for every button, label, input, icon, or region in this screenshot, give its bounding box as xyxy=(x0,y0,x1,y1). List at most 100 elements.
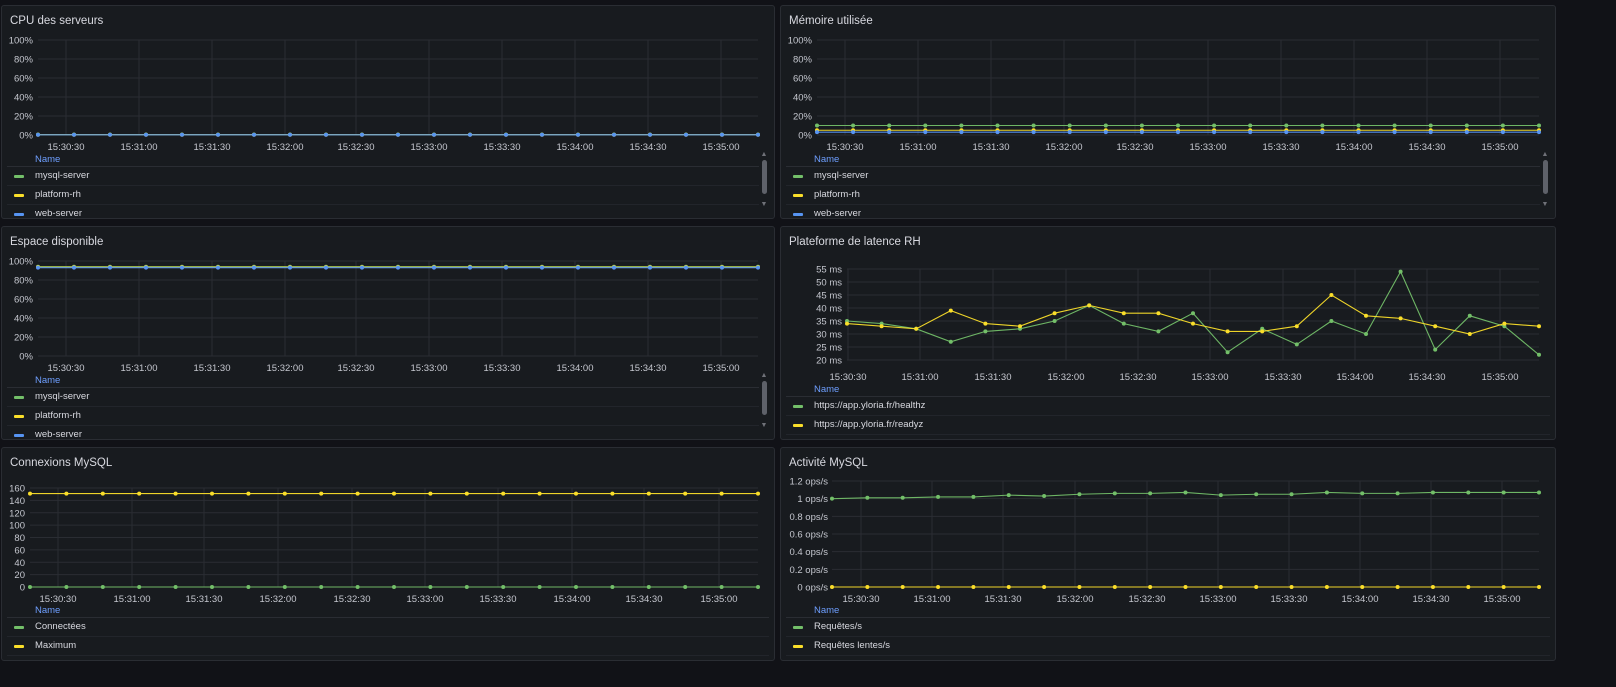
data-point xyxy=(1466,490,1471,495)
legend-scrollbar[interactable]: ▲ ▼ xyxy=(1540,151,1550,209)
scroll-down-icon[interactable]: ▼ xyxy=(1541,201,1549,208)
scroll-up-icon[interactable]: ▲ xyxy=(760,151,768,158)
data-point xyxy=(396,132,400,137)
data-point xyxy=(1067,130,1072,135)
data-point xyxy=(144,132,148,137)
data-point xyxy=(1464,123,1469,128)
legend-item[interactable]: platform-rh xyxy=(7,407,759,426)
x-tick-label: 15:32:00 xyxy=(260,594,297,605)
legend-header[interactable]: Name xyxy=(7,153,759,167)
x-tick-label: 15:34:30 xyxy=(626,594,663,605)
data-point xyxy=(936,585,941,589)
legend-header[interactable]: Name xyxy=(786,604,1550,618)
panel-title: CPU des serveurs xyxy=(10,15,104,27)
scroll-down-icon[interactable]: ▼ xyxy=(760,201,768,208)
legend-scrollbar[interactable]: ▲ ▼ xyxy=(759,372,769,430)
legend-item[interactable]: platform-rh xyxy=(786,186,1540,205)
legend-item[interactable]: mysql-server xyxy=(7,167,759,186)
legend-item[interactable]: web-server xyxy=(7,205,759,218)
x-tick-label: 15:31:00 xyxy=(121,363,158,374)
legend-header[interactable]: Name xyxy=(786,383,1550,397)
y-tick-label: 55 ms xyxy=(816,265,842,276)
legend-header[interactable]: Name xyxy=(7,604,769,618)
data-point xyxy=(464,491,469,496)
x-tick-label: 15:34:00 xyxy=(1342,594,1379,605)
y-tick-label: 40% xyxy=(793,93,813,104)
data-point xyxy=(830,496,834,501)
x-tick-label: 15:32:30 xyxy=(1120,372,1157,383)
data-point xyxy=(851,123,856,128)
data-point xyxy=(887,123,892,128)
legend-item[interactable]: mysql-server xyxy=(7,388,759,407)
data-point xyxy=(865,495,870,500)
legend-header[interactable]: Name xyxy=(786,153,1540,167)
scroll-down-icon[interactable]: ▼ xyxy=(760,422,768,429)
data-point xyxy=(1112,491,1117,496)
data-point xyxy=(1031,130,1036,135)
data-point xyxy=(392,585,396,589)
data-point xyxy=(282,585,287,589)
legend-item[interactable]: mysql-server xyxy=(786,167,1540,186)
data-point xyxy=(1430,490,1435,495)
x-tick-label: 15:30:30 xyxy=(48,142,85,153)
data-point xyxy=(900,495,905,500)
scroll-up-icon[interactable]: ▲ xyxy=(760,372,768,379)
data-point xyxy=(1052,319,1057,323)
data-point xyxy=(173,491,178,496)
data-point xyxy=(100,585,105,589)
chart-latency: 55 ms 50 ms 45 ms 40 ms 35 ms 30 ms 25 ms 20 ms… xyxy=(816,265,1541,383)
data-point xyxy=(137,585,142,589)
legend-item[interactable]: platform-rh xyxy=(7,186,759,205)
scroll-thumb[interactable] xyxy=(762,381,767,415)
legend-item[interactable]: Requêtes/s xyxy=(786,618,1550,637)
data-point xyxy=(210,585,214,589)
data-point xyxy=(173,585,178,589)
data-point xyxy=(1320,123,1325,128)
data-point xyxy=(914,326,919,331)
data-point xyxy=(432,132,436,137)
x-tick-label: 15:31:00 xyxy=(121,142,158,153)
data-point xyxy=(72,132,76,137)
scroll-up-icon[interactable]: ▲ xyxy=(1541,151,1549,158)
legend-item[interactable]: web-server xyxy=(786,205,1540,218)
legend-item[interactable]: Connectées xyxy=(7,618,769,637)
legend-header[interactable]: Name xyxy=(7,374,759,388)
data-point xyxy=(504,265,508,270)
x-tick-label: 15:31:30 xyxy=(985,594,1022,605)
scroll-thumb[interactable] xyxy=(762,160,767,194)
data-point xyxy=(540,132,544,137)
y-tick-label: 80 xyxy=(14,533,25,544)
y-tick-label: 120 xyxy=(9,508,25,519)
legend-item[interactable]: Requêtes lentes/s xyxy=(786,637,1550,656)
legend-item[interactable]: https://app.yloria.fr/healthz xyxy=(786,397,1550,416)
y-tick-label: 60% xyxy=(14,295,34,306)
data-point xyxy=(1248,123,1253,128)
scroll-thumb[interactable] xyxy=(1543,160,1548,194)
data-point xyxy=(360,265,364,270)
y-tick-label: 80% xyxy=(14,55,34,66)
data-point xyxy=(683,585,688,589)
data-point xyxy=(1018,324,1022,329)
x-tick-label: 15:33:00 xyxy=(1200,594,1237,605)
x-tick-label: 15:33:30 xyxy=(480,594,517,605)
data-point xyxy=(1537,324,1541,329)
data-point xyxy=(1067,123,1072,128)
x-tick-label: 15:30:30 xyxy=(827,142,864,153)
y-tick-label: 100% xyxy=(9,257,34,268)
data-point xyxy=(1501,585,1506,589)
legend-item[interactable]: Maximum xyxy=(7,637,769,656)
data-point xyxy=(1395,491,1400,496)
x-tick-label: 15:31:00 xyxy=(900,142,937,153)
data-point xyxy=(1284,130,1289,135)
data-point xyxy=(1156,311,1161,316)
legend-item[interactable]: https://app.yloria.fr/readyz xyxy=(786,416,1550,435)
legend-scrollbar[interactable]: ▲ ▼ xyxy=(759,151,769,209)
legend-item[interactable]: web-server xyxy=(7,426,759,439)
data-point xyxy=(1356,123,1361,128)
data-point xyxy=(355,491,360,496)
data-point xyxy=(1324,490,1329,495)
x-tick-label: 15:31:30 xyxy=(194,142,231,153)
data-point xyxy=(1501,490,1506,495)
chart-disk: 100% 80% 60% 40% 20% 0% 15:30:30 15:31:00 15:31:… xyxy=(9,257,760,374)
data-point xyxy=(1225,329,1230,334)
